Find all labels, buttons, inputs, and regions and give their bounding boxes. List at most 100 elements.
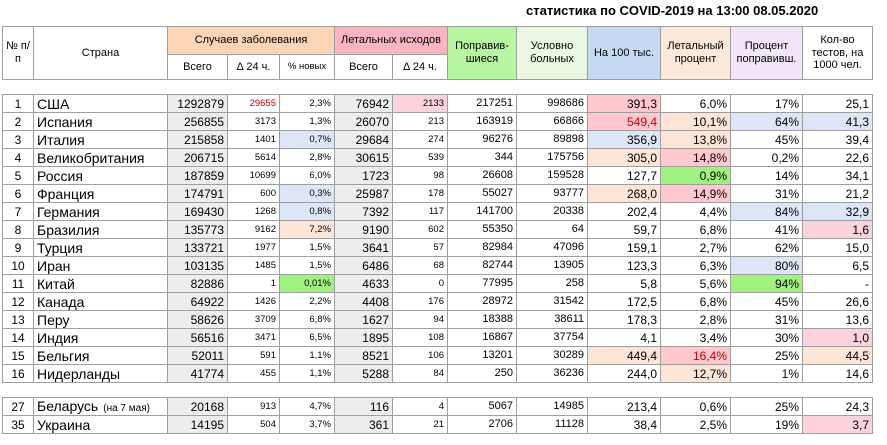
cell-tests: 34,1	[802, 166, 873, 185]
cell-tests: 24,3	[802, 397, 873, 416]
cell-cases: 14195	[167, 415, 228, 434]
header-deaths-group: Летальных исходов	[334, 26, 448, 55]
cell-cases-d: 3471	[227, 328, 280, 347]
cell-deaths-d: 106	[392, 346, 448, 365]
cell-pct-new: 2,2%	[279, 292, 335, 311]
cell-deaths-d: 4	[392, 397, 448, 416]
cell-lethal: 4,4%	[660, 202, 731, 221]
cell-no: 2	[2, 112, 34, 131]
cell-rec-pct: 31%	[730, 184, 803, 203]
table-row: 16 Нидерланды 41774 455 1,1% 5288 84 250 36236 24…	[2, 364, 873, 383]
country-name: Нидерланды	[37, 365, 121, 382]
cell-name: Канада	[33, 292, 168, 311]
cell-deaths: 7392	[334, 202, 393, 221]
cell-pct-new: 1,5%	[279, 238, 335, 257]
cell-lethal: 2,8%	[660, 310, 731, 329]
cell-lethal: 16,4%	[660, 346, 731, 365]
cell-per100k: 159,1	[587, 238, 661, 257]
cell-tests: 3,7	[802, 415, 873, 434]
cell-rec: 18388	[447, 310, 517, 329]
cell-rec-pct: 41%	[730, 220, 803, 239]
cell-per100k: 356,9	[587, 130, 661, 149]
cell-rec: 344	[447, 148, 517, 167]
cell-rec: 77995	[447, 274, 517, 293]
cell-pct-new: 0,01%	[279, 274, 335, 293]
cell-tests: 25,1	[802, 94, 873, 113]
table-row: 12 Канада 64922 1426 2,2% 4408 176 28972 31542 17…	[2, 292, 873, 311]
country-name: США	[37, 95, 70, 112]
cell-active: 159528	[516, 166, 588, 185]
cell-pct-new: 4,7%	[279, 397, 335, 416]
cell-no: 1	[2, 94, 34, 113]
cell-lethal: 12,7%	[660, 364, 731, 383]
cell-active: 20338	[516, 202, 588, 221]
country-name: Россия	[37, 167, 83, 184]
cell-deaths: 29684	[334, 130, 393, 149]
cell-active: 64	[516, 220, 588, 239]
table-row: 3 Италия 215858 1401 0,7% 29684 274 96276 89898 3…	[2, 130, 873, 149]
cell-deaths-d: 108	[392, 328, 448, 347]
cell-cases-d: 10699	[227, 166, 280, 185]
table-row: 11 Китай 82886 1 0,01% 4633 0 77995 258 5,8 5,6% 94…	[2, 274, 873, 293]
cell-cases-d: 5614	[227, 148, 280, 167]
cell-cases: 169430	[167, 202, 228, 221]
cell-rec: 16867	[447, 328, 517, 347]
cell-name: Италия	[33, 130, 168, 149]
cell-per100k: 123,3	[587, 256, 661, 275]
cell-no: 8	[2, 220, 34, 239]
cell-no: 7	[2, 202, 34, 221]
cell-no: 5	[2, 166, 34, 185]
cell-deaths: 8521	[334, 346, 393, 365]
cell-rec: 5067	[447, 397, 517, 416]
cell-deaths-d: 176	[392, 292, 448, 311]
cell-cases-d: 1977	[227, 238, 280, 257]
cell-active: 38611	[516, 310, 588, 329]
cell-tests: 22,6	[802, 148, 873, 167]
cell-lethal: 14,9%	[660, 184, 731, 203]
country-name: Канада	[37, 293, 85, 310]
cell-rec: 55027	[447, 184, 517, 203]
cell-lethal: 6,8%	[660, 220, 731, 239]
cell-deaths-d: 213	[392, 112, 448, 131]
cell-per100k: 172,5	[587, 292, 661, 311]
cell-name: Беларусь (на 7 мая)	[33, 397, 168, 416]
cell-deaths-d: 84	[392, 364, 448, 383]
cell-rec-pct: 17%	[730, 94, 803, 113]
cell-rec-pct: 31%	[730, 310, 803, 329]
country-name: Индия	[37, 329, 79, 346]
cell-pct-new: 0,3%	[279, 184, 335, 203]
cell-deaths-d: 57	[392, 238, 448, 257]
cell-cases-d: 455	[227, 364, 280, 383]
cell-rec: 26608	[447, 166, 517, 185]
cell-per100k: 4,1	[587, 328, 661, 347]
country-name: Италия	[37, 131, 85, 148]
header-tests: Кол-во тестов, на 1000 чел.	[802, 26, 873, 80]
cell-no: 9	[2, 238, 34, 257]
header-cases-total: Всего	[167, 54, 228, 80]
header-cases-pct-new: % новых	[279, 54, 335, 80]
cell-no: 35	[2, 415, 34, 434]
cell-name: Россия	[33, 166, 168, 185]
country-name: Беларусь	[37, 398, 99, 414]
cell-cases-d: 3173	[227, 112, 280, 131]
country-name: Бельгия	[37, 347, 90, 364]
cell-name: Германия	[33, 202, 168, 221]
cell-deaths: 1895	[334, 328, 393, 347]
cell-cases: 82886	[167, 274, 228, 293]
cell-per100k: 5,8	[587, 274, 661, 293]
cell-pct-new: 6,5%	[279, 328, 335, 347]
country-note: (на 7 мая)	[103, 403, 150, 414]
cell-cases-d: 591	[227, 346, 280, 365]
country-name: Украина	[37, 416, 91, 433]
cell-tests: 39,4	[802, 130, 873, 149]
cell-deaths: 3641	[334, 238, 393, 257]
cell-lethal: 14,8%	[660, 148, 731, 167]
cell-cases-d: 1	[227, 274, 280, 293]
cell-tests: 1,6	[802, 220, 873, 239]
cell-rec: 163919	[447, 112, 517, 131]
cell-per100k: 213,4	[587, 397, 661, 416]
cell-no: 3	[2, 130, 34, 149]
header-cases-delta: Δ 24 ч.	[227, 54, 280, 80]
cell-no: 10	[2, 256, 34, 275]
cell-tests: 41,3	[802, 112, 873, 131]
